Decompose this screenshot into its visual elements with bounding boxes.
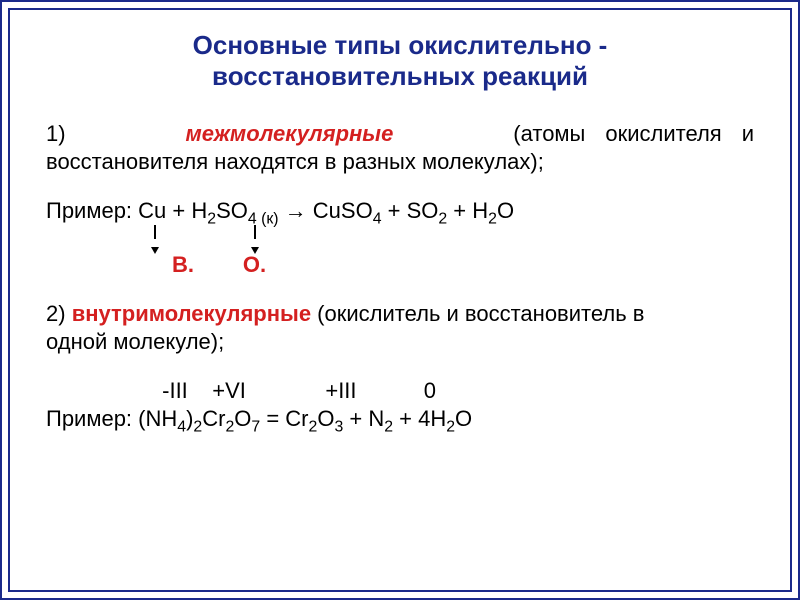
eq1-g: + SO [382,198,439,223]
slide-title: Основные типы окислительно - восстановит… [46,30,754,92]
eq2-p: 2 [446,418,455,435]
arrow-down-icon-2 [251,247,259,254]
title-line-1: Основные типы окислительно - [193,30,608,60]
eq2-b: 4 [177,418,186,435]
spacer [46,278,754,300]
section-1-line-2: восстановителя находятся в разных молеку… [46,148,754,176]
eq2-i: = Cr [260,406,308,431]
eq2-e: Cr [202,406,225,431]
eq1-e: CuSO [313,198,373,223]
redox-marks: В. О. [46,251,754,279]
eq1-arrow: → [279,198,313,223]
eq2-q: O [455,406,472,431]
sec1-rest-a: (атомы окислителя и [513,121,754,146]
eq2-g: O [234,406,251,431]
sec2-rest: (окислитель и восстановитель в [311,301,644,326]
eq2-l: 3 [334,418,343,435]
eq2-d: 2 [193,418,202,435]
slide-outer-border: Основные типы окислительно - восстановит… [0,0,800,600]
reductant-mark: В. [172,252,194,277]
arrow-down-icon-1 [151,247,159,254]
eq2-m: + N [343,406,384,431]
eq2-f: 2 [225,418,234,435]
example-label: Пример: [46,198,138,223]
eq1-a: Cu + H [138,198,207,223]
eq2-a: (NH [138,406,177,431]
title-line-2: восстановительных реакций [212,61,588,91]
section-1-example: Пример: Cu + H2SO4 (к) → CuSO4 + SO2 + H… [46,197,754,225]
eq2-k: O [317,406,334,431]
arrow-stem-1 [154,225,156,239]
eq1-k: O [497,198,514,223]
spacer [46,175,754,197]
section-2-line-2: одной молекуле); [46,328,754,356]
sec1-keyword: межмолекулярные [186,121,394,146]
section-2-example: Пример: (NH4)2Cr2O7 = Cr2O3 + N2 + 4H2O [46,405,754,433]
sec1-num: 1) [46,121,66,146]
arrow-stem-2 [254,225,256,239]
arrows-row [46,225,754,243]
eq2-o: + 4H [393,406,446,431]
eq1-i: + H [447,198,488,223]
eq2-h: 7 [251,418,260,435]
section-1-line-1: 1) межмолекулярные (атомы окислителя и [46,120,754,148]
eq2-n: 2 [384,418,393,435]
eq1-c: SO [216,198,248,223]
spacer [46,355,754,377]
sec2-keyword: внутримолекулярные [72,301,311,326]
section-2-line-1: 2) внутримолекулярные (окислитель и восс… [46,300,754,328]
slide-inner-border: Основные типы окислительно - восстановит… [8,8,792,592]
example2-label: Пример: [46,406,138,431]
oxidation-states-line: -III +VI +III 0 [46,377,754,405]
sec2-num: 2) [46,301,72,326]
eq2-j: 2 [309,418,318,435]
